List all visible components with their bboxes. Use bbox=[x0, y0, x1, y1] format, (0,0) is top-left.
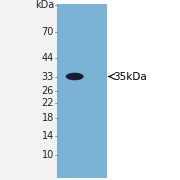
Text: 70: 70 bbox=[42, 27, 54, 37]
Text: 22: 22 bbox=[42, 98, 54, 108]
Bar bbox=[107, 0, 180, 180]
Text: 44: 44 bbox=[42, 53, 54, 63]
Ellipse shape bbox=[66, 73, 84, 80]
Text: 33: 33 bbox=[42, 71, 54, 82]
Text: 10: 10 bbox=[42, 150, 54, 160]
Text: 14: 14 bbox=[42, 131, 54, 141]
Bar bbox=[57, 4, 107, 178]
Bar bbox=[0, 0, 57, 180]
Text: kDa: kDa bbox=[35, 0, 54, 10]
Text: 35kDa: 35kDa bbox=[113, 71, 147, 82]
Text: 26: 26 bbox=[42, 86, 54, 96]
Text: 18: 18 bbox=[42, 113, 54, 123]
